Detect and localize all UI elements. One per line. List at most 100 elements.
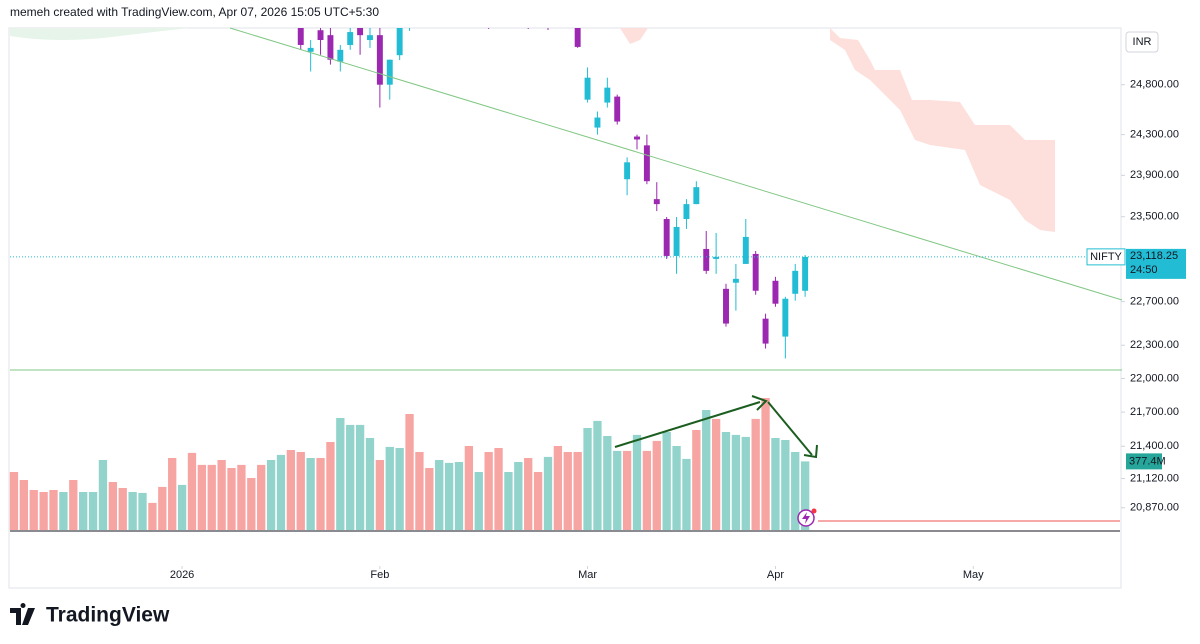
x-tick-label: Feb	[370, 569, 389, 581]
volume-bar	[118, 488, 127, 530]
candle-body	[663, 219, 670, 256]
candle-body	[673, 226, 680, 256]
volume-bar	[128, 492, 137, 530]
candle-body	[732, 278, 739, 283]
volume-bar	[385, 446, 394, 530]
y-tick-label: 22,000.00	[1130, 372, 1179, 384]
candle-body	[693, 187, 700, 205]
volume-bar	[563, 452, 572, 530]
x-tick-label: Apr	[767, 569, 784, 581]
candle-body	[584, 77, 591, 100]
trend-line	[229, 27, 1123, 301]
cloud	[10, 28, 190, 40]
y-tick-label: 23,900.00	[1130, 169, 1179, 181]
volume-bar	[444, 462, 454, 530]
y-tick-label: 24,300.00	[1130, 129, 1179, 141]
brand: TradingView	[46, 604, 170, 627]
candle-body	[634, 136, 640, 140]
volume-bar	[672, 446, 681, 530]
volume-bar	[800, 461, 810, 530]
candle-body	[614, 96, 621, 122]
candle-body	[723, 288, 729, 324]
currency-box[interactable]	[1125, 31, 1159, 53]
candle-body	[713, 256, 720, 259]
cloud	[620, 28, 1055, 232]
header: memeh created with TradingView.com, Apr …	[10, 5, 379, 19]
volume-bar	[177, 484, 187, 530]
logo	[10, 603, 35, 625]
volume-bar	[415, 452, 424, 530]
candle-body	[357, 28, 364, 36]
candles	[297, 28, 809, 359]
volume-bar	[771, 438, 780, 530]
volume-bar	[514, 462, 523, 530]
volume-bar	[484, 452, 493, 530]
volume-bar	[207, 464, 216, 530]
volume-bar	[276, 454, 286, 530]
volume-bar	[781, 440, 790, 530]
volume-bar	[494, 448, 503, 530]
alert-dot	[811, 508, 817, 514]
currency: INR	[1133, 36, 1152, 48]
volume-bar	[355, 424, 365, 530]
candle-body	[624, 162, 631, 180]
volume-bar	[306, 458, 315, 530]
volume-bar	[553, 446, 563, 530]
y-tick-label: 22,700.00	[1130, 296, 1179, 308]
candle-body	[752, 253, 759, 291]
volume-bar	[425, 468, 434, 530]
volume-bar	[524, 458, 533, 530]
y-tick-label: 21,400.00	[1130, 440, 1179, 452]
volume-box	[1126, 453, 1162, 470]
volume-bar	[217, 460, 226, 530]
volume-bar	[247, 478, 256, 530]
volume-bar	[543, 456, 553, 530]
y-tick-label: 20,870.00	[1130, 502, 1179, 514]
candle-body	[396, 28, 403, 56]
candle-body	[762, 318, 769, 344]
volume-bar	[108, 482, 118, 530]
candle-body	[703, 248, 710, 271]
plot	[9, 28, 810, 530]
price-box	[1126, 248, 1186, 279]
volume-label: 377.4M	[1129, 455, 1166, 467]
volume-bar	[573, 452, 582, 530]
arrow	[614, 395, 818, 459]
volume-bar	[168, 458, 177, 530]
volume-bar	[622, 450, 632, 530]
volume-bar	[187, 452, 197, 530]
volume-bar	[642, 450, 652, 530]
candle-body	[802, 256, 809, 291]
volume-bar	[148, 502, 157, 530]
y-tick-label: 23,500.00	[1130, 211, 1179, 223]
volume-bar	[326, 442, 335, 530]
volume-bar	[79, 492, 88, 530]
candle-body	[367, 35, 373, 41]
volume-bar	[791, 452, 800, 530]
volume-bar	[9, 472, 19, 530]
volume-bar	[375, 460, 385, 530]
last-price: 23,118.25	[1130, 250, 1178, 262]
volume-bar	[49, 490, 58, 530]
x-tick-label: May	[963, 569, 984, 581]
candle-body	[337, 49, 344, 62]
volume-bar	[59, 492, 68, 530]
candle-body	[297, 28, 304, 45]
x-tick-label: 2026	[170, 569, 194, 581]
volume-bar	[296, 452, 305, 530]
volume-bar	[474, 472, 483, 530]
y-tick-label: 24,800.00	[1130, 79, 1179, 91]
volume-bar	[435, 460, 444, 530]
volume-bar	[286, 450, 296, 530]
volume-bar	[29, 490, 38, 530]
y-tick-label: 21,700.00	[1130, 406, 1179, 418]
volume-bar	[158, 486, 167, 530]
candle-body	[683, 204, 690, 220]
volume-bar	[533, 472, 543, 530]
volume-bar	[346, 424, 355, 530]
volume-bar	[761, 398, 770, 530]
candle-body	[604, 87, 611, 103]
volume-bar	[316, 458, 325, 530]
y-tick-label: 21,120.00	[1130, 472, 1179, 484]
volume-bar	[19, 480, 28, 530]
